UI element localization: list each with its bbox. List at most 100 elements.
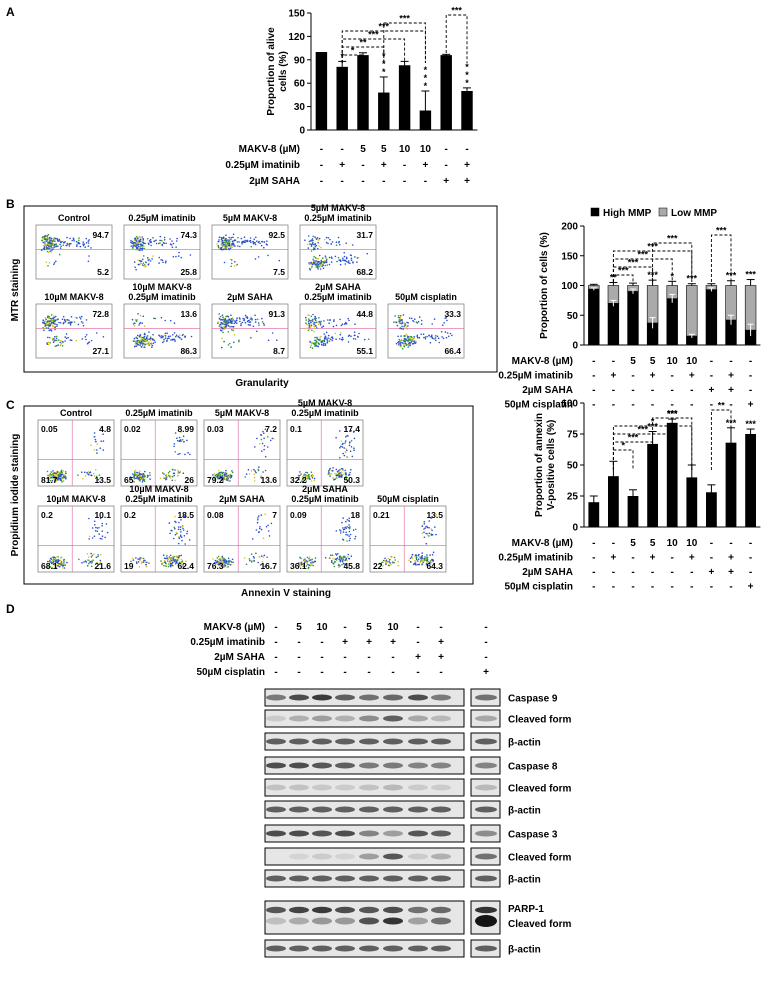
scatter-dot (328, 469, 331, 471)
blot-label: β-actin (508, 945, 541, 956)
panel-letter-b: B (6, 197, 15, 211)
scatter-dot (220, 237, 223, 239)
scatter-dot (308, 476, 310, 479)
legend-label: High MMP (603, 208, 652, 219)
scatter-dot (52, 477, 55, 480)
scatter-dot (308, 240, 311, 243)
y-axis-label: Proportion of cells (%) (539, 232, 550, 339)
scatter-dot (310, 480, 313, 482)
scatter-dot (409, 557, 412, 560)
scatter-dot (260, 476, 262, 479)
scatter-dot (330, 256, 333, 259)
scatter-dot (312, 235, 315, 238)
condition-value: + (650, 553, 656, 564)
scatter-dot (251, 319, 253, 321)
scatter-dot (338, 476, 340, 478)
scatter-dot (90, 247, 92, 249)
scatter-dot (135, 245, 137, 248)
scatter-dot (335, 244, 338, 246)
scatter-dot (96, 452, 98, 454)
scatter-dot (238, 317, 241, 319)
scatter-dot (324, 238, 326, 241)
scatter-dot (249, 324, 252, 326)
scatter-dot (343, 252, 346, 254)
scatter-dot (426, 335, 428, 338)
scatter-dot (349, 533, 352, 536)
scatter-dot (248, 558, 251, 560)
scatter-dot (328, 263, 331, 266)
scatter-dot (163, 564, 165, 567)
scatter-dot (315, 344, 317, 347)
scatter-dot (54, 243, 56, 246)
plot-title: 2µM SAHA (315, 282, 361, 292)
scatter-dot (135, 236, 138, 239)
scatter-dot (44, 241, 46, 243)
scatter-dot (143, 242, 145, 245)
scatter-dot (142, 557, 145, 560)
scatter-dot (408, 343, 410, 346)
scatter-dot (147, 257, 149, 259)
scatter-dot (171, 339, 174, 341)
scatter-dot (410, 336, 413, 338)
scatter-dot (320, 320, 322, 323)
scatter-dot (253, 560, 255, 562)
scatter-dot (170, 339, 172, 341)
scatter-dot (171, 246, 174, 249)
scatter-dot (397, 341, 400, 343)
blot-band (359, 906, 379, 914)
scatter-dot (307, 320, 310, 323)
scatter-dot (257, 322, 260, 324)
scatter-dot (96, 561, 98, 564)
condition-value: - (671, 553, 674, 564)
condition-value: - (592, 582, 595, 593)
scatter-dot (299, 561, 301, 564)
scatter-dot (426, 559, 429, 562)
scatter-dot (55, 260, 57, 263)
scatter-dot (348, 524, 350, 526)
blot-band (289, 738, 309, 745)
scatter-dot (224, 473, 226, 476)
scatter-dot (46, 239, 49, 241)
scatter-dot (233, 243, 235, 246)
scatter-dot (149, 338, 152, 340)
scatter-dot (224, 320, 226, 322)
scatter-dot (319, 324, 322, 326)
scatter-dot (302, 563, 304, 566)
scatter-dot (101, 525, 103, 527)
scatter-dot (51, 479, 54, 482)
blot-band (335, 853, 355, 860)
scatter-dot (317, 247, 319, 250)
bar (357, 55, 369, 131)
scatter-dot (302, 565, 305, 568)
scatter-dot (263, 445, 266, 447)
scatter-dot (73, 240, 75, 242)
scatter-dot (315, 238, 318, 240)
scatter-dot (421, 532, 424, 535)
scatter-dot (260, 563, 263, 566)
scatter-dot (62, 244, 65, 246)
scatter-dot (136, 471, 138, 474)
scatter-dot (317, 257, 320, 260)
scatter-dot (63, 242, 65, 244)
significance-bracket (383, 22, 426, 63)
scatter-dot (316, 263, 318, 266)
plot-title: 50µM cisplatin (395, 292, 457, 302)
significance-bracket (710, 234, 732, 282)
scatter-dot (308, 326, 311, 329)
scatter-dot (345, 520, 347, 523)
scatter-dot (349, 526, 351, 528)
scatter-dot (70, 316, 73, 318)
scatter-dot (310, 324, 313, 327)
scatter-plot-frame (211, 224, 289, 280)
condition-value: 5 (296, 622, 302, 633)
scatter-dot (44, 234, 47, 237)
significance-bracket (710, 409, 732, 470)
scatter-dot (451, 334, 453, 337)
scatter-dot (430, 517, 433, 519)
scatter-dot (343, 454, 346, 457)
scatter-dot (407, 337, 409, 339)
scatter-dot (314, 245, 317, 248)
scatter-dot (342, 517, 345, 519)
scatter-dot (153, 317, 155, 320)
scatter-dot (245, 473, 248, 475)
